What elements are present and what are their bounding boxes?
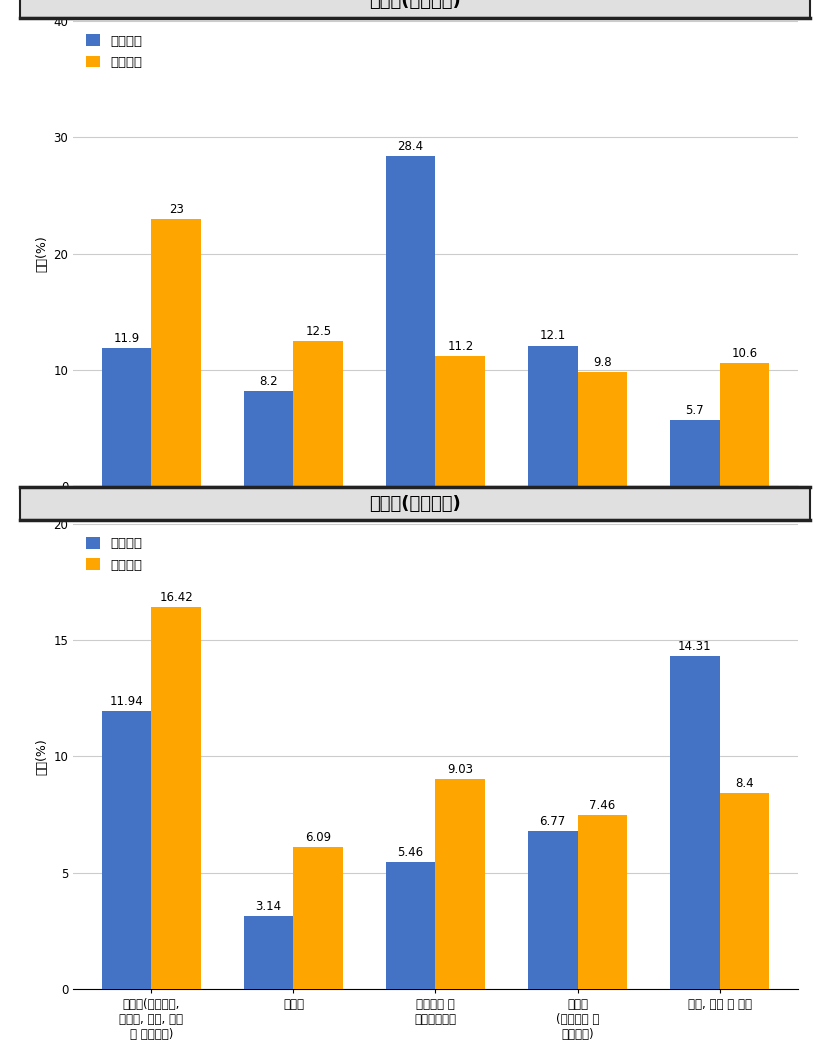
Bar — [293, 847, 344, 989]
Bar — [527, 346, 578, 486]
Bar — [670, 420, 720, 486]
Bar — [102, 711, 151, 989]
Text: 9.03: 9.03 — [448, 763, 474, 775]
Legend: 단일과제, 융합과제: 단일과제, 융합과제 — [80, 27, 149, 76]
Text: 23: 23 — [168, 203, 184, 216]
Text: 5.46: 5.46 — [397, 846, 424, 858]
Text: 투자액(공공분야): 투자액(공공분야) — [370, 0, 461, 11]
Bar — [578, 815, 628, 989]
Bar — [151, 607, 201, 989]
Text: 11.9: 11.9 — [113, 331, 140, 345]
Bar — [720, 793, 769, 989]
Bar — [435, 778, 485, 989]
Text: 3.14: 3.14 — [256, 899, 282, 912]
Text: 5.7: 5.7 — [685, 404, 704, 417]
Text: 10.6: 10.6 — [732, 347, 758, 360]
Text: 투자액(산업분야): 투자액(산업분야) — [370, 494, 461, 512]
Text: 6.09: 6.09 — [305, 831, 331, 844]
Text: 6.77: 6.77 — [540, 815, 566, 828]
Legend: 단일과제, 융합과제: 단일과제, 융합과제 — [80, 530, 149, 579]
Text: 9.8: 9.8 — [593, 356, 611, 369]
Bar — [578, 372, 628, 486]
Bar — [670, 656, 720, 989]
Bar — [293, 341, 344, 486]
Bar — [386, 156, 435, 486]
Y-axis label: 비중(%): 비중(%) — [35, 737, 48, 774]
Bar — [720, 363, 769, 486]
Bar — [102, 348, 151, 486]
Text: 16.42: 16.42 — [160, 590, 193, 604]
Text: 14.31: 14.31 — [678, 640, 711, 652]
Bar — [243, 916, 293, 989]
Text: 12.5: 12.5 — [305, 325, 331, 338]
Bar — [151, 219, 201, 486]
Text: 11.2: 11.2 — [447, 340, 474, 352]
Bar — [435, 356, 485, 486]
Text: 7.46: 7.46 — [589, 800, 615, 812]
Bar — [527, 831, 578, 989]
Text: 8.4: 8.4 — [735, 777, 754, 790]
Bar — [386, 862, 435, 989]
Text: 12.1: 12.1 — [540, 329, 566, 342]
Text: 8.2: 8.2 — [260, 375, 278, 388]
Y-axis label: 비중(%): 비중(%) — [35, 236, 48, 272]
Bar — [243, 391, 293, 486]
Text: 11.94: 11.94 — [110, 694, 143, 708]
Text: 28.4: 28.4 — [397, 140, 424, 153]
